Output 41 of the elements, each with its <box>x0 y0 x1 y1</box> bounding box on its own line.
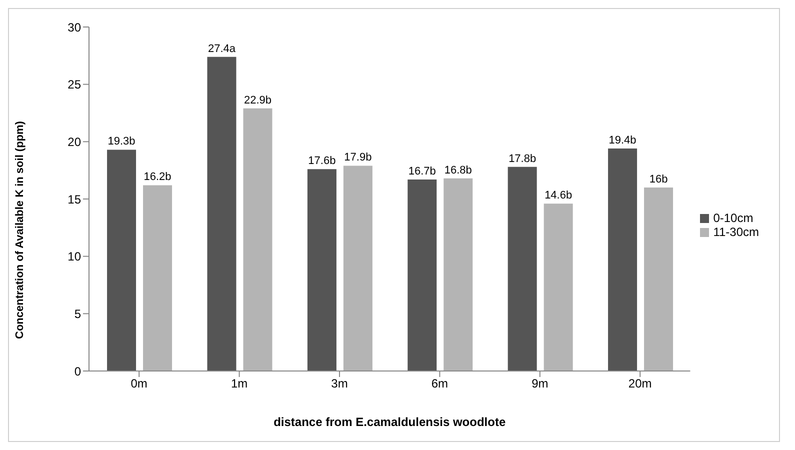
y-tick-label: 20 <box>68 134 82 149</box>
data-label: 16.2b <box>144 171 172 184</box>
y-tick-label: 30 <box>68 20 82 34</box>
y-axis-title: Concentration of Available K in soil (ppm) <box>14 120 26 339</box>
x-tick-label: 9m <box>532 376 548 391</box>
bar <box>143 185 172 371</box>
bar <box>243 108 272 371</box>
x-tick-label: 6m <box>431 376 448 391</box>
x-tick-label: 20m <box>628 376 652 391</box>
bar <box>343 166 372 371</box>
y-tick-label: 25 <box>68 78 82 92</box>
data-label: 14.6b <box>544 190 572 202</box>
data-label: 22.9b <box>244 94 272 106</box>
data-label: 27.4a <box>208 42 236 55</box>
y-tick-label: 0 <box>74 364 82 378</box>
x-tick-label: 0m <box>130 376 148 391</box>
data-label: 19.4b <box>608 134 636 147</box>
x-axis-title: distance from E.camaldulensis woodlote <box>274 415 506 429</box>
data-label: 16.7b <box>408 166 436 178</box>
bar <box>307 169 336 371</box>
y-tick-label: 15 <box>68 192 82 206</box>
x-tick-label: 3m <box>331 376 348 391</box>
bar <box>107 150 136 371</box>
data-label: 17.6b <box>308 155 336 168</box>
y-tick-label: 5 <box>74 306 82 321</box>
data-label: 16b <box>649 174 668 186</box>
y-tick-label: 10 <box>68 250 82 264</box>
data-label: 19.3b <box>108 136 136 148</box>
bar <box>444 178 473 371</box>
bar <box>207 56 236 371</box>
x-tick-label: 1m <box>230 376 248 391</box>
data-label: 16.8b <box>444 164 472 176</box>
legend-label: 11-30cm <box>713 225 759 239</box>
legend-label: 0-10cm <box>713 211 754 225</box>
data-label: 17.8b <box>508 152 536 165</box>
bar <box>544 204 573 371</box>
bar <box>644 188 674 371</box>
bar <box>608 148 638 371</box>
bar <box>408 180 437 371</box>
bar <box>508 166 537 371</box>
data-label: 17.9b <box>344 152 372 164</box>
